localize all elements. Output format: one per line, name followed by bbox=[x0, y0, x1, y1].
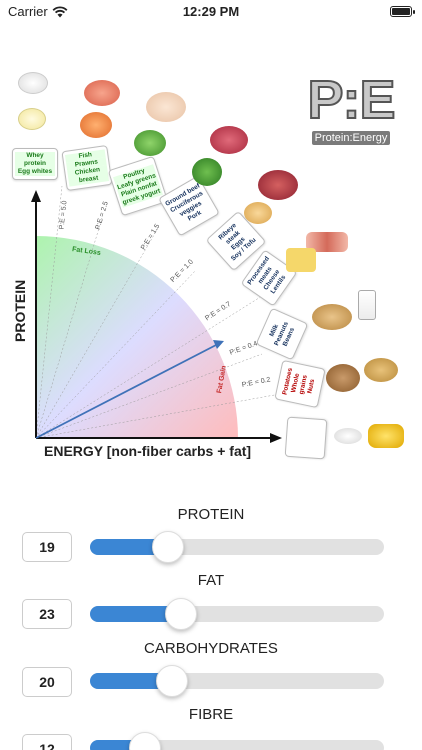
y-axis-label: PROTEIN bbox=[12, 279, 28, 342]
fibre-slider-group: FIBRE 12 bbox=[0, 706, 422, 750]
protein-slider-thumb[interactable] bbox=[152, 531, 185, 563]
fat-slider-group: FAT 23 bbox=[0, 572, 422, 632]
whey-powder-icon bbox=[18, 72, 48, 94]
pe-logo: P:E Protein:Energy bbox=[296, 70, 406, 148]
bread-icon bbox=[326, 364, 360, 392]
current-ratio-arrowhead bbox=[213, 340, 224, 349]
oil-bottle-icon bbox=[368, 424, 404, 448]
bacon-icon bbox=[306, 232, 348, 252]
x-axis-arrow bbox=[270, 433, 282, 443]
food-card-sugars-oils bbox=[284, 416, 328, 460]
carbohydrates-value-field[interactable]: 20 bbox=[22, 667, 72, 697]
broccoli-icon bbox=[192, 158, 222, 186]
pe-chart bbox=[31, 185, 282, 443]
quarter-circle-zone bbox=[36, 236, 238, 438]
logo-subtitle: Protein:Energy bbox=[311, 131, 391, 145]
carbohydrates-slider[interactable] bbox=[90, 665, 384, 697]
leafy-greens-icon bbox=[134, 130, 166, 156]
protein-slider-group: PROTEIN 19 bbox=[0, 506, 422, 566]
current-ratio-vector bbox=[35, 343, 219, 439]
fat-slider-thumb[interactable] bbox=[165, 598, 198, 630]
food-card-whey: Whey protein Egg whites bbox=[12, 148, 58, 180]
carrier-indicator: Carrier bbox=[8, 4, 68, 19]
milk-icon bbox=[358, 290, 376, 320]
protein-value-field[interactable]: 19 bbox=[22, 532, 72, 562]
ratio-guide-lines bbox=[35, 185, 281, 439]
fat-slider-fill bbox=[90, 606, 182, 622]
protein-energy-infographic: Fat Loss Fat Gain PROTEIN ENERGY [non-fi… bbox=[0, 60, 422, 480]
protein-label: PROTEIN bbox=[177, 506, 245, 523]
x-axis-label: ENERGY [non-fiber carbs + fat] bbox=[44, 443, 252, 459]
battery-icon bbox=[390, 6, 415, 17]
peanuts-icon bbox=[312, 304, 352, 330]
protein-slider-fill bbox=[90, 539, 169, 555]
status-bar: Carrier 12:29 PM bbox=[0, 0, 422, 24]
food-card-fish: Fish Prawns Chicken breast bbox=[61, 144, 113, 192]
clock: 12:29 PM bbox=[182, 4, 240, 19]
fibre-slider-thumb[interactable] bbox=[129, 732, 162, 750]
wifi-icon bbox=[52, 5, 68, 17]
steak-icon bbox=[258, 170, 298, 200]
sugar-icon bbox=[334, 428, 362, 444]
y-axis-arrow bbox=[31, 190, 41, 202]
fibre-slider[interactable] bbox=[90, 732, 384, 750]
fat-value-field[interactable]: 23 bbox=[22, 599, 72, 629]
carbohydrates-slider-thumb[interactable] bbox=[155, 665, 188, 697]
chicken-icon bbox=[146, 92, 186, 122]
carrier-label: Carrier bbox=[8, 4, 48, 19]
carbohydrates-slider-fill bbox=[90, 673, 172, 689]
logo-title: P:E bbox=[306, 70, 396, 130]
protein-slider[interactable] bbox=[90, 531, 384, 563]
carbohydrates-slider-group: CARBOHYDRATES 20 bbox=[0, 640, 422, 700]
fibre-slider-fill bbox=[90, 740, 146, 750]
carbohydrates-label: CARBOHYDRATES bbox=[144, 640, 278, 657]
fibre-label: FIBRE bbox=[188, 706, 234, 723]
fat-label: FAT bbox=[197, 572, 225, 589]
cheese-icon bbox=[286, 248, 316, 272]
ground-beef-icon bbox=[210, 126, 248, 154]
prawns-icon bbox=[80, 112, 112, 138]
potatoes-icon bbox=[364, 358, 398, 382]
fat-slider[interactable] bbox=[90, 598, 384, 630]
egg-white-bowl-icon bbox=[18, 108, 46, 130]
fish-icon bbox=[84, 80, 120, 106]
fibre-value-field[interactable]: 12 bbox=[22, 734, 72, 750]
eggs-icon bbox=[244, 202, 272, 224]
